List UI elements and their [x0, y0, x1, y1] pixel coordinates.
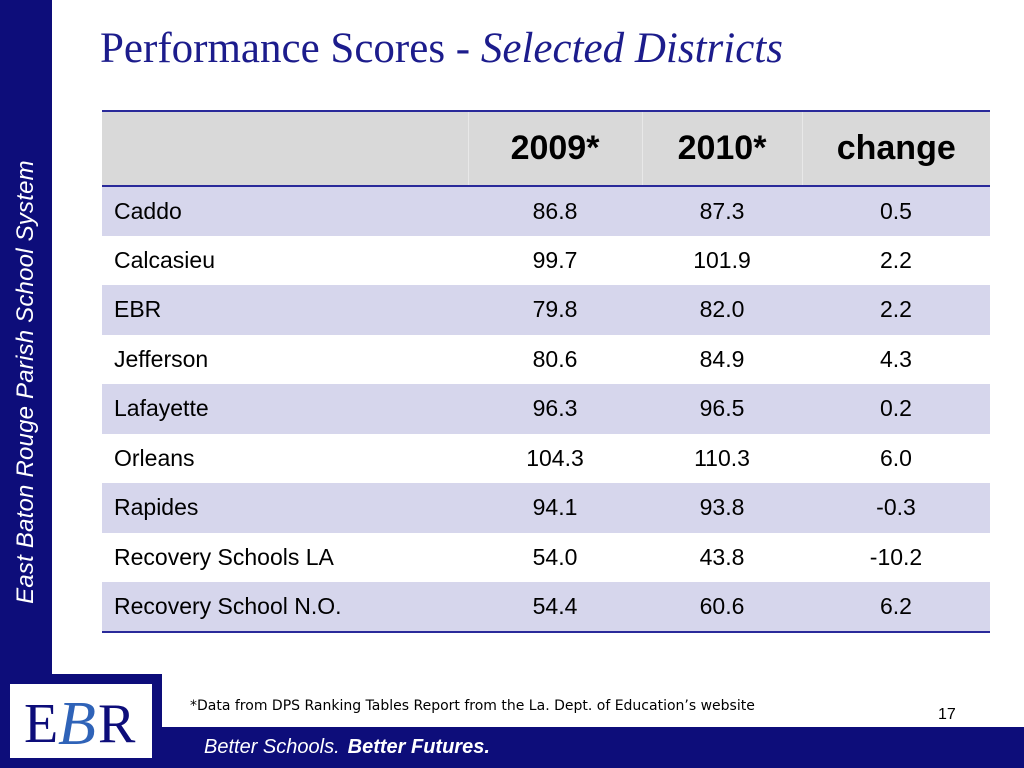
table-row: Recovery School N.O. 54.4 60.6 6.2 — [102, 582, 990, 632]
district-cell: Recovery Schools LA — [114, 543, 334, 570]
score-2010-cell: 101.9 — [693, 246, 751, 273]
district-cell: Lafayette — [114, 395, 209, 422]
page-title: Performance Scores - Selected Districts — [100, 24, 783, 73]
header-2010: 2010* — [641, 111, 802, 186]
change-cell: 0.2 — [880, 395, 912, 422]
table-row: Lafayette 96.3 96.5 0.2 — [102, 384, 990, 434]
table-row: EBR 79.8 82.0 2.2 — [102, 285, 990, 335]
score-2010-cell: 60.6 — [699, 592, 745, 619]
score-2009-cell: 80.6 — [532, 345, 578, 372]
logo-letter-e: E — [24, 693, 58, 755]
district-cell: Calcasieu — [114, 246, 215, 273]
score-2009-cell: 79.8 — [532, 296, 578, 323]
score-2010-cell: 87.3 — [699, 197, 745, 224]
score-2009-cell: 99.7 — [532, 246, 578, 273]
change-cell: 6.2 — [880, 592, 912, 619]
tagline-part-1: Better Schools. — [204, 736, 340, 758]
header-change: change — [801, 111, 990, 186]
sidebar-organization-name: East Baton Rouge Parish School System — [12, 160, 39, 604]
logo-frame: E B R — [0, 674, 162, 768]
tagline-part-2: Better Futures. — [347, 736, 490, 758]
change-cell: 0.5 — [880, 197, 912, 224]
score-2010-cell: 93.8 — [699, 494, 745, 521]
district-cell: Jefferson — [114, 345, 209, 372]
change-cell: -0.3 — [876, 494, 916, 521]
score-2009-cell: 96.3 — [532, 395, 578, 422]
district-cell: Recovery School N.O. — [114, 592, 342, 619]
district-cell: EBR — [114, 296, 162, 323]
footnote: *Data from DPS Ranking Tables Report fro… — [190, 698, 755, 714]
change-cell: 2.2 — [880, 296, 912, 323]
change-cell: 2.2 — [880, 246, 912, 273]
district-cell: Rapides — [114, 494, 199, 521]
score-2009-cell: 104.3 — [526, 444, 584, 471]
change-cell: -10.2 — [869, 543, 923, 570]
table-header-row: 2009* 2010* change — [102, 111, 990, 186]
logo-letter-b: B — [58, 690, 96, 758]
score-2009-cell: 94.1 — [532, 494, 578, 521]
score-2010-cell: 84.9 — [699, 345, 745, 372]
district-cell: Caddo — [114, 197, 182, 224]
header-district — [102, 111, 468, 186]
table-row: Orleans 104.3 110.3 6.0 — [102, 433, 990, 483]
score-2010-cell: 110.3 — [694, 444, 750, 471]
score-2009-cell: 54.4 — [532, 592, 578, 619]
page-number: 17 — [938, 706, 956, 723]
table-row: Jefferson 80.6 84.9 4.3 — [102, 334, 990, 384]
score-2009-cell: 86.8 — [532, 197, 578, 224]
score-2010-cell: 43.8 — [699, 543, 745, 570]
table-row: Rapides 94.1 93.8 -0.3 — [102, 483, 990, 533]
change-cell: 6.0 — [880, 444, 912, 471]
score-2010-cell: 82.0 — [699, 296, 745, 323]
performance-scores-table: 2009* 2010* change Caddo 86.8 87.3 0.5 C… — [102, 110, 990, 633]
header-2009: 2009* — [467, 111, 642, 186]
ebr-logo: E B R — [10, 684, 152, 758]
logo-letter-r: R — [98, 693, 136, 755]
district-cell: Orleans — [114, 444, 195, 471]
ebr-logo-icon: E B R — [24, 690, 136, 758]
table-row: Caddo 86.8 87.3 0.5 — [102, 186, 990, 236]
footer-bar: Better Schools. Better Futures. — [162, 727, 1024, 768]
table-row: Recovery Schools LA 54.0 43.8 -10.2 — [102, 532, 990, 582]
sidebar-band: East Baton Rouge Parish School System — [0, 0, 52, 674]
table-row: Calcasieu 99.7 101.9 2.2 — [102, 235, 990, 285]
title-italic: Selected Districts — [480, 25, 783, 72]
score-2009-cell: 54.0 — [532, 543, 578, 570]
title-main: Performance Scores - — [100, 25, 481, 72]
score-2010-cell: 96.5 — [699, 395, 745, 422]
footer-tagline: Better Schools. Better Futures. — [204, 736, 490, 759]
change-cell: 4.3 — [880, 345, 912, 372]
